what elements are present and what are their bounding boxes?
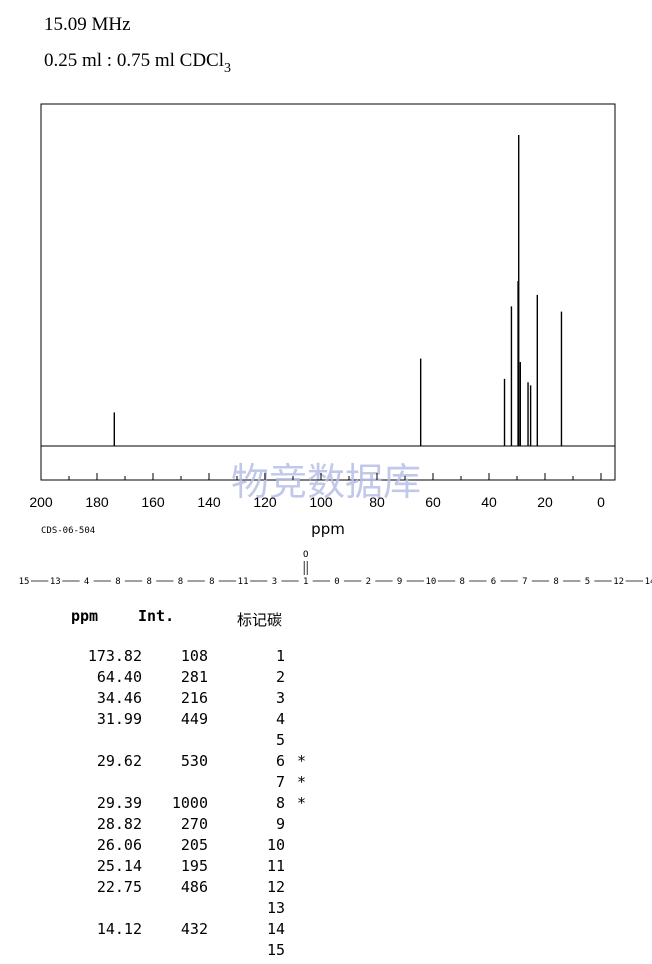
structure-token-bg	[643, 575, 652, 586]
x-tick-label: 80	[369, 494, 385, 510]
structure-token-bg	[204, 575, 219, 586]
structure-token-bg	[267, 575, 282, 586]
solvent-text: 0.25 ml : 0.75 ml CDCl	[44, 50, 224, 71]
structure-token-bg	[330, 575, 344, 586]
structure-token-bg	[549, 575, 564, 586]
structure-atom-number: 8	[459, 577, 464, 587]
x-tick-label: 100	[309, 494, 333, 510]
structure-atom-number: 2	[366, 577, 371, 587]
structure-atom-number: 0	[334, 577, 339, 587]
structure-token-bg	[110, 575, 125, 586]
structure-atom-number: 8	[209, 577, 214, 587]
compound-code-label: CDS-06-504	[41, 526, 95, 536]
structure-token-bg	[517, 575, 532, 586]
structure-atom-number: 3	[272, 577, 277, 587]
x-tick-label: 20	[537, 494, 553, 510]
structure-atom-number: 8	[115, 577, 120, 587]
structure-atom-number: 4	[84, 577, 89, 587]
structure-token-bg	[361, 575, 376, 586]
structure-atom-number: 15	[19, 577, 30, 587]
structure-atom-number: 12	[613, 577, 624, 587]
x-tick-label: 40	[481, 494, 497, 510]
structure-atom-number: 8	[178, 577, 183, 587]
structure-atom-number: 13	[50, 577, 61, 587]
structure-atom-number: 5	[585, 577, 590, 587]
plot-frame	[40, 103, 616, 481]
x-axis-label: ppm	[311, 520, 345, 538]
structure-atom-number: 8	[553, 577, 558, 587]
structure-token-bg	[580, 575, 595, 586]
structure-token-bg	[611, 575, 626, 586]
watermark-text: 物竞数据库	[231, 460, 421, 504]
structure-atom-number: 11	[238, 577, 249, 587]
structure-atom-number: 1	[303, 577, 308, 587]
structure-atom-number: 8	[146, 577, 151, 587]
structure-atom-number: 14	[645, 577, 652, 587]
structure-atom-number: 9	[397, 577, 402, 587]
structure-token-bg	[455, 575, 470, 586]
structure-atom-number: 7	[522, 577, 527, 587]
structure-token-bg	[48, 575, 63, 586]
spectrometer-frequency: 15.09 MHz	[44, 14, 131, 35]
structure-token-bg	[392, 575, 407, 586]
structure-token-bg	[173, 575, 188, 586]
structure-token-bg	[486, 575, 501, 586]
structure-token-bg	[236, 575, 251, 586]
structure-token-bg	[17, 575, 31, 586]
x-tick-label: 160	[141, 494, 165, 510]
structure-token-bg	[423, 575, 438, 586]
x-tick-label: 60	[425, 494, 441, 510]
oxygen-atom-label: O	[303, 550, 308, 560]
structure-atom-number: 10	[425, 577, 436, 587]
structure-atom-number: 6	[491, 577, 496, 587]
x-tick-label: 120	[253, 494, 277, 510]
structure-token-bg	[79, 575, 94, 586]
x-axis-ticks: 200 180 160 140 120 100 80 60 40 20 0	[29, 473, 605, 510]
solvent-info: 0.25 ml : 0.75 ml CDCl3	[44, 50, 231, 77]
x-tick-label: 180	[85, 494, 109, 510]
x-tick-label: 200	[29, 494, 53, 510]
solvent-subscript: 3	[224, 61, 231, 76]
x-tick-label: 140	[197, 494, 221, 510]
structure-token-bg	[298, 575, 313, 586]
peaks-group	[113, 135, 563, 446]
structure-token-bg	[142, 575, 157, 586]
x-tick-label: 0	[597, 494, 605, 510]
structure-line: 151348888113102910867851214O	[17, 550, 652, 587]
